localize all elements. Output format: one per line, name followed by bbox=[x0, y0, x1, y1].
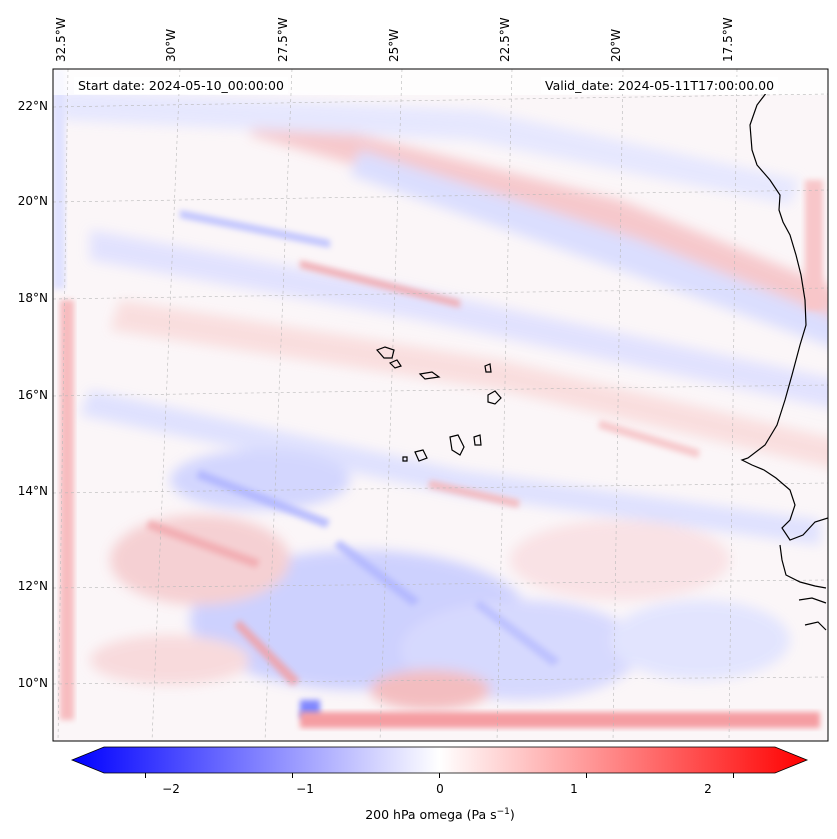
lon-label-22.5w: 22.5°W bbox=[498, 17, 512, 62]
lat-label-22n: 22°N bbox=[17, 99, 48, 113]
colorbar-label: 200 hPa omega (Pa s−1) bbox=[365, 807, 515, 823]
lon-label-30w: 30°W bbox=[164, 28, 178, 62]
colorbar bbox=[70, 746, 809, 778]
coastline bbox=[375, 87, 828, 631]
lat-label-18n: 18°N bbox=[17, 291, 48, 305]
map-frame bbox=[52, 68, 829, 742]
omega-field bbox=[53, 69, 828, 741]
lat-label-10n: 10°N bbox=[17, 676, 48, 690]
valid-date-annotation: Valid_date: 2024-05-11T17:00:00.00 bbox=[541, 77, 779, 94]
lon-label-27.5w: 27.5°W bbox=[276, 17, 290, 62]
colorbar-tick-label: 0 bbox=[436, 782, 444, 796]
lat-label-14n: 14°N bbox=[17, 484, 48, 498]
colorbar-ticks bbox=[145, 773, 734, 778]
colorbar-tick-label: 1 bbox=[570, 782, 578, 796]
lat-label-20n: 20°N bbox=[17, 194, 48, 208]
lon-label-25w: 25°W bbox=[387, 28, 401, 62]
colorbar-tick-label: 2 bbox=[704, 782, 712, 796]
colorbar-tick-label: −1 bbox=[296, 782, 314, 796]
lon-label-17.5w: 17.5°W bbox=[721, 17, 735, 62]
lat-label-12n: 12°N bbox=[17, 579, 48, 593]
colorbar-body bbox=[70, 746, 809, 774]
graticule bbox=[53, 69, 828, 741]
lon-label-32.5w: 32.5°W bbox=[54, 17, 68, 62]
start-date-annotation: Start date: 2024-05-10_00:00:00 bbox=[74, 77, 288, 94]
lon-label-20w: 20°W bbox=[609, 28, 623, 62]
colorbar-tick-label: −2 bbox=[162, 782, 180, 796]
lat-label-16n: 16°N bbox=[17, 388, 48, 402]
